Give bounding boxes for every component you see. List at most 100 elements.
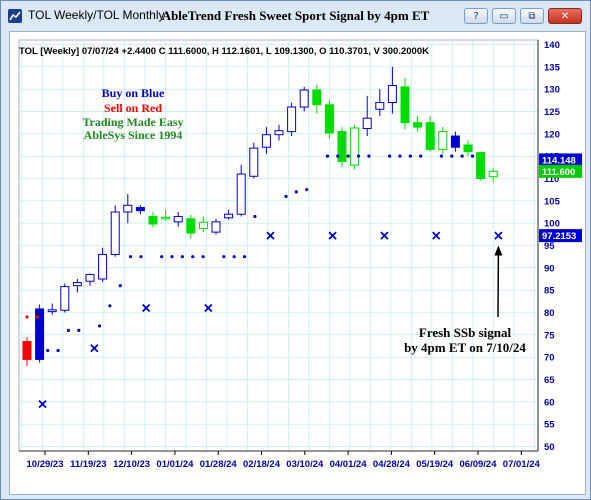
y-tick-label: 120 bbox=[544, 129, 560, 140]
candle bbox=[337, 127, 347, 168]
blue-stop-dot bbox=[253, 214, 257, 219]
candle bbox=[274, 124, 284, 141]
candle-body bbox=[312, 89, 322, 106]
title-bar[interactable]: TOL Weekly/TOL Monthly AbleTrend Fresh S… bbox=[1, 1, 590, 31]
candle-body bbox=[350, 127, 360, 166]
y-tick-label: 125 bbox=[544, 107, 561, 118]
blue-stop-dot bbox=[460, 154, 464, 158]
y-tick-label: 130 bbox=[544, 85, 560, 96]
x-markers bbox=[38, 231, 503, 409]
signal-x-marker bbox=[328, 231, 337, 240]
blue-stop-dot bbox=[408, 154, 412, 158]
candles bbox=[22, 66, 498, 367]
candle-body bbox=[47, 309, 57, 313]
y-tick-label: 50 bbox=[544, 442, 555, 453]
candle bbox=[22, 337, 32, 367]
blue-stop-dot bbox=[242, 255, 247, 259]
restore-button[interactable]: ⧉ bbox=[520, 8, 544, 24]
candle bbox=[350, 124, 360, 170]
x-stroke bbox=[38, 399, 47, 409]
legend-buy: Buy on Blue bbox=[102, 86, 165, 100]
y-tick-label: 80 bbox=[544, 308, 555, 319]
blue-stop-dot bbox=[325, 154, 330, 158]
price-tag-label: 97.2153 bbox=[542, 231, 576, 242]
legend-sell: Sell on Red bbox=[104, 101, 162, 115]
y-tick-label: 110 bbox=[544, 174, 559, 185]
x-tick-label: 01/01/24 bbox=[156, 459, 194, 470]
blue-stop-dot bbox=[170, 255, 174, 259]
x-tick-label: 03/10/24 bbox=[286, 459, 324, 470]
candle bbox=[375, 89, 385, 116]
blue-stop-dot bbox=[77, 328, 81, 332]
y-tick-label: 60 bbox=[544, 397, 555, 408]
blue-stop-dot bbox=[129, 255, 133, 259]
blue-stop-dot bbox=[470, 154, 475, 158]
candle bbox=[35, 304, 45, 363]
candle-body bbox=[60, 286, 70, 311]
candle bbox=[488, 168, 498, 183]
price-tag-label: 111.600 bbox=[542, 167, 575, 178]
chart-grid bbox=[18, 39, 539, 452]
x-stroke bbox=[432, 231, 441, 240]
blue-stop-dot bbox=[66, 328, 71, 332]
price-tag-bg bbox=[539, 153, 582, 167]
candle-body bbox=[110, 211, 120, 255]
x-stroke bbox=[494, 231, 503, 240]
blue-stop-dot bbox=[346, 154, 350, 158]
candle-body bbox=[173, 215, 183, 223]
candle-body bbox=[425, 122, 435, 150]
y-tick-label: 90 bbox=[544, 263, 555, 274]
minimize-button[interactable]: ▭ bbox=[492, 8, 516, 24]
red-stop-dot bbox=[25, 315, 29, 319]
y-tick-label: 65 bbox=[544, 375, 555, 386]
price-tag: 111.600 bbox=[539, 164, 582, 178]
annotation-line-2: by 4pm ET on 7/10/24 bbox=[404, 340, 526, 355]
signal-x-marker bbox=[380, 231, 389, 240]
x-stroke bbox=[380, 231, 389, 240]
x-tick-label: 04/28/24 bbox=[373, 459, 411, 470]
help-button[interactable]: ? bbox=[464, 8, 488, 24]
blue-stop-dot bbox=[232, 255, 236, 259]
candle bbox=[148, 211, 158, 228]
legend-since: AbleSys Since 1994 bbox=[84, 128, 183, 142]
candle bbox=[98, 247, 108, 283]
candle bbox=[299, 86, 309, 112]
close-button[interactable]: ✕ bbox=[548, 8, 582, 24]
x-stroke bbox=[204, 303, 213, 313]
candle bbox=[224, 209, 234, 220]
signal-x-marker bbox=[266, 231, 275, 240]
price-tag-label: 114.148 bbox=[542, 155, 576, 166]
signal-annotation: Fresh SSb signal by 4pm ET on 7/10/24 bbox=[404, 245, 526, 355]
blue-stop-dot bbox=[180, 255, 184, 259]
candle-body bbox=[387, 85, 397, 104]
candle-body bbox=[362, 117, 372, 129]
blue-stop-dot bbox=[336, 154, 340, 158]
blue-stop-dot bbox=[356, 154, 361, 158]
price-chart[interactable]: 5055606570758085909510010511011512012513… bbox=[10, 32, 585, 494]
y-tick-label: 135 bbox=[544, 62, 561, 73]
candle-body bbox=[438, 131, 448, 150]
candle-body bbox=[375, 102, 385, 110]
price-tag: 97.2153 bbox=[539, 229, 582, 243]
signal-x-marker bbox=[494, 231, 503, 240]
annotation-arrow bbox=[494, 245, 503, 318]
candle-body bbox=[476, 152, 486, 179]
blue-stop-dot bbox=[108, 304, 112, 308]
candle-body bbox=[299, 89, 309, 108]
blue-stop-dot bbox=[388, 154, 392, 158]
candle-body bbox=[463, 144, 473, 153]
y-axis: 5055606570758085909510010511011512012513… bbox=[537, 40, 561, 453]
candle bbox=[400, 77, 410, 130]
signal-x-marker bbox=[38, 399, 47, 409]
legend: Buy on Blue Sell on Red Trading Made Eas… bbox=[82, 86, 183, 142]
candle-body bbox=[22, 341, 32, 360]
x-tick-label: 01/28/24 bbox=[200, 459, 238, 470]
x-tick-label: 10/29/23 bbox=[27, 459, 64, 470]
x-stroke bbox=[266, 231, 275, 240]
red-stop-dot bbox=[35, 315, 39, 319]
signal-x-marker bbox=[432, 231, 441, 240]
app-icon bbox=[8, 9, 22, 23]
candle bbox=[110, 205, 120, 257]
y-tick-label: 140 bbox=[544, 40, 560, 51]
